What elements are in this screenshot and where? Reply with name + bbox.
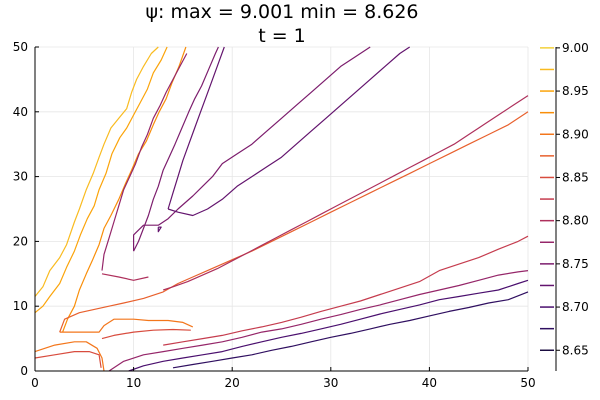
contour-line-0 bbox=[34, 46, 159, 297]
contour-line-18 bbox=[128, 279, 529, 372]
contour-line-9 bbox=[163, 95, 529, 291]
y-tick-label-3: 30 bbox=[13, 170, 28, 184]
contour-line-19 bbox=[172, 291, 529, 369]
contour-line-2 bbox=[62, 46, 187, 333]
contour-lines bbox=[34, 46, 529, 372]
contour-line-11 bbox=[101, 53, 188, 271]
contour-line-7 bbox=[101, 328, 191, 340]
contour-line-5 bbox=[59, 111, 529, 333]
contour-line-6 bbox=[34, 351, 102, 368]
contour-line-17 bbox=[167, 46, 225, 210]
x-tick-label-1: 10 bbox=[126, 376, 141, 390]
contour-line-4 bbox=[34, 341, 105, 372]
contour-line-1 bbox=[34, 46, 168, 314]
contour-line-12 bbox=[108, 270, 529, 372]
colorbar-tick-label-4: 8.85 bbox=[562, 170, 589, 184]
x-tick-label-3: 30 bbox=[323, 376, 338, 390]
x-tick-label-2: 20 bbox=[225, 376, 240, 390]
x-tick-label-5: 50 bbox=[520, 376, 535, 390]
contour-line-3 bbox=[59, 318, 194, 333]
colorbar: 8.65 8.70 8.75 8.80 8.85 8.90 8.95 9.00 bbox=[540, 41, 589, 371]
colorbar-tick-label-3: 8.80 bbox=[562, 214, 589, 228]
contour-line-13 bbox=[133, 46, 371, 252]
y-tick-label-0: 0 bbox=[20, 364, 28, 378]
x-tick-label-0: 0 bbox=[31, 376, 39, 390]
contour-line-10 bbox=[101, 273, 149, 281]
contour-line-15 bbox=[157, 226, 162, 233]
y-tick-label-2: 20 bbox=[13, 234, 28, 248]
colorbar-tick-label-5: 8.90 bbox=[562, 127, 589, 141]
y-tick-label-5: 50 bbox=[13, 40, 28, 54]
contour-line-8 bbox=[163, 235, 529, 346]
chart-title-line2: t = 1 bbox=[258, 25, 306, 47]
colorbar-tick-label-2: 8.75 bbox=[562, 257, 589, 271]
chart-title-line1: ψ: max = 9.001 min = 8.626 bbox=[145, 1, 418, 23]
colorbar-tick-label-1: 8.70 bbox=[562, 300, 589, 314]
axes: 0 10 20 30 40 50 0 10 20 30 40 50 bbox=[13, 40, 536, 390]
y-tick-label-1: 10 bbox=[13, 299, 28, 313]
x-tick-label-4: 40 bbox=[422, 376, 437, 390]
colorbar-tick-label-7: 9.00 bbox=[562, 41, 589, 55]
contour-line-16 bbox=[167, 46, 411, 217]
contour-line-14 bbox=[133, 46, 219, 252]
y-tick-label-4: 40 bbox=[13, 105, 28, 119]
colorbar-tick-label-6: 8.95 bbox=[562, 84, 589, 98]
colorbar-tick-label-0: 8.65 bbox=[562, 343, 589, 357]
